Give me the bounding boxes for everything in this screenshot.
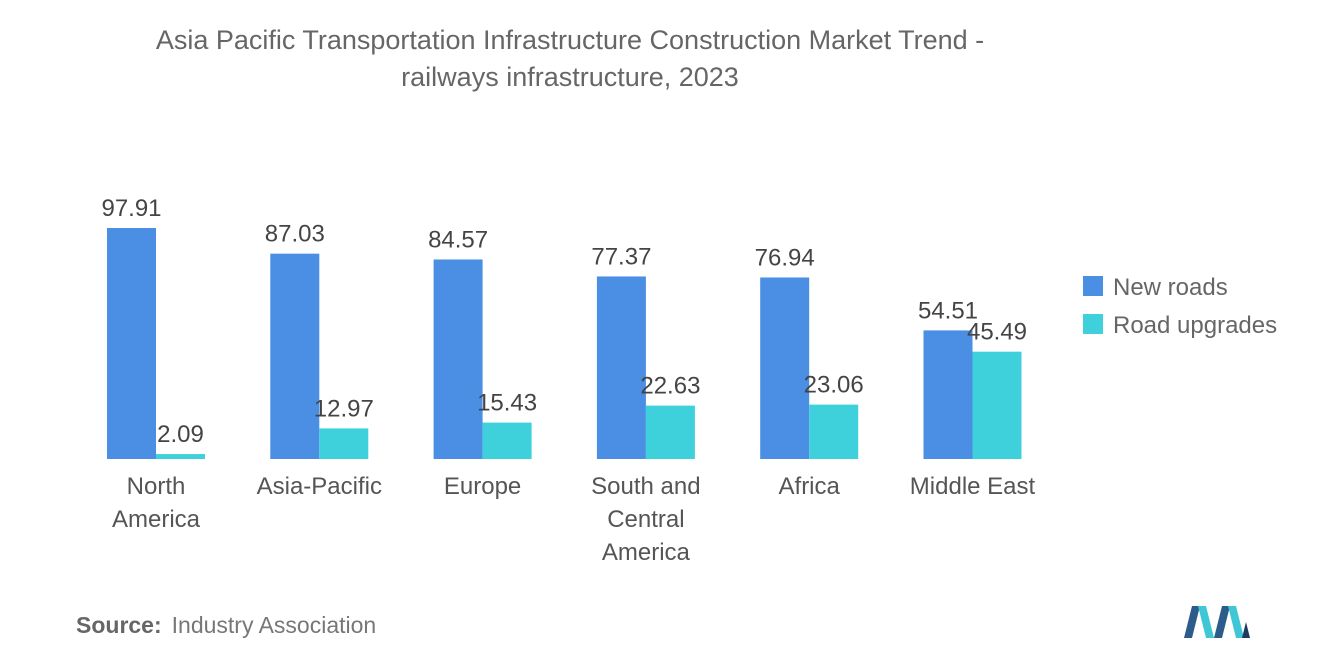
x-tick-label: Africa	[779, 473, 841, 500]
data-label: 2.09	[157, 421, 204, 448]
bar-chart: 97.91 2.09 North America 87.03 12.97 Asia-Paci…	[101, 195, 1277, 566]
data-label: 77.37	[591, 243, 651, 270]
legend-swatch	[1083, 276, 1103, 296]
data-label: 12.97	[314, 395, 374, 422]
legend-label: Road upgrades	[1113, 312, 1277, 339]
bar-new-roads	[270, 253, 320, 459]
data-label: 87.03	[265, 221, 325, 248]
bar-new-roads	[433, 259, 483, 459]
x-tick-label: America	[602, 539, 691, 566]
data-label: 84.57	[428, 226, 488, 253]
bar-road-upgrades	[319, 428, 369, 459]
source-note: Source: Industry Association	[76, 612, 376, 639]
data-label: 76.94	[755, 244, 815, 271]
chart-title-line-2: railways infrastructure, 2023	[401, 62, 739, 92]
x-tick-label: Europe	[444, 473, 521, 500]
legend-swatch	[1083, 314, 1103, 334]
x-tick-label: North	[127, 473, 186, 500]
bar-new-roads	[107, 228, 156, 459]
chart-title-line-1: Asia Pacific Transportation Infrastructu…	[155, 25, 985, 55]
data-label: 54.51	[918, 297, 978, 324]
source-text: Industry Association	[171, 612, 377, 638]
chart-title: Asia Pacific Transportation Infrastructu…	[0, 22, 1140, 96]
source-label: Source:	[76, 612, 162, 638]
data-label: 22.63	[640, 373, 700, 400]
bar-road-upgrades	[972, 351, 1022, 459]
data-label: 15.43	[477, 390, 537, 417]
bar-road-upgrades	[156, 454, 205, 459]
data-label: 23.06	[804, 372, 864, 399]
bar-new-roads	[596, 276, 646, 459]
bar-new-roads	[923, 330, 973, 459]
data-label: 97.91	[101, 195, 161, 222]
x-tick-label: South and	[591, 473, 700, 500]
bar-road-upgrades	[809, 404, 859, 459]
x-tick-label: Central	[607, 506, 684, 533]
x-tick-label: Asia-Pacific	[257, 473, 382, 500]
mordor-intelligence-logo-icon	[1184, 606, 1250, 638]
bar-road-upgrades	[482, 422, 532, 459]
bar-road-upgrades	[645, 405, 695, 459]
bar-new-roads	[760, 277, 810, 459]
legend-label: New roads	[1113, 274, 1228, 301]
x-tick-label: America	[112, 506, 201, 533]
data-label: 45.49	[967, 319, 1027, 346]
x-tick-label: Middle East	[910, 473, 1036, 500]
